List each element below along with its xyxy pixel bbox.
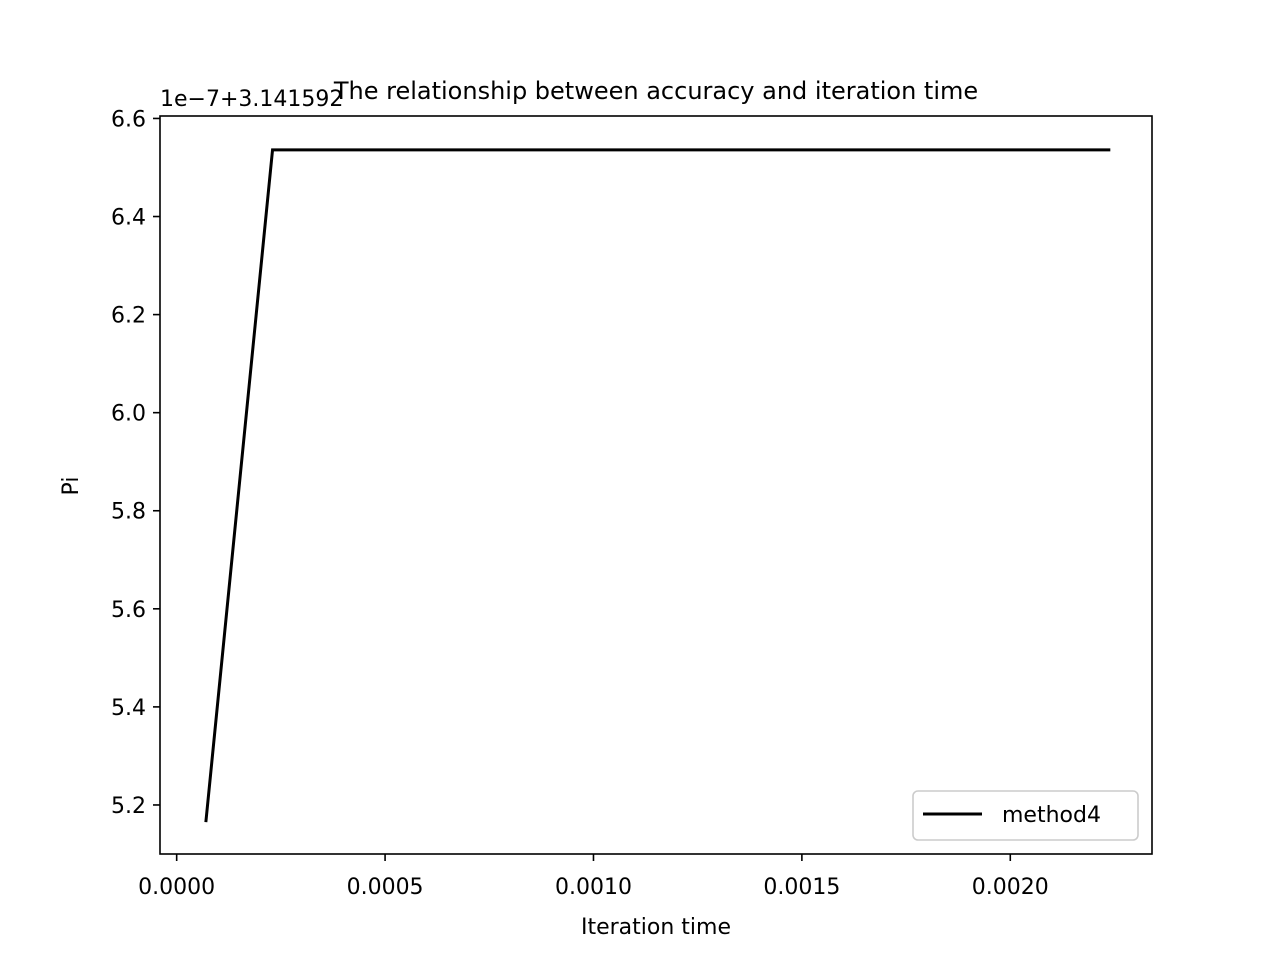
- legend-label-method4: method4: [1002, 803, 1101, 828]
- y-axis-ticks: 5.2 5.4 5.6 5.8 6.0 6.2 6.4 6.6: [111, 107, 160, 819]
- legend-box: [912, 790, 1139, 841]
- x-tick-label: 0.0015: [763, 875, 840, 900]
- y-axis-label: Pi: [59, 477, 84, 496]
- series-layer: [204, 148, 1111, 823]
- legend: method4: [912, 790, 1139, 841]
- x-tick-label: 0.0000: [138, 875, 215, 900]
- y-tick-label: 6.6: [111, 107, 146, 132]
- y-tick-label: 5.8: [111, 500, 146, 525]
- y-offset-label: 1e−7+3.141592: [160, 87, 343, 112]
- y-tick-label: 5.6: [111, 598, 146, 623]
- x-axis-label: Iteration time: [581, 915, 731, 940]
- x-axis-ticks: 0.0000 0.0005 0.0010 0.0015 0.0020: [138, 854, 1049, 900]
- series-line-method4: [204, 148, 1111, 823]
- x-tick-label: 0.0020: [972, 875, 1049, 900]
- y-tick-label: 6.4: [111, 206, 146, 231]
- x-tick-label: 0.0005: [347, 875, 424, 900]
- plot-area-frame: [159, 115, 1153, 855]
- y-tick-label: 5.4: [111, 696, 146, 721]
- y-tick-label: 6.0: [111, 402, 146, 427]
- x-tick-label: 0.0010: [555, 875, 632, 900]
- y-tick-label: 5.2: [111, 794, 146, 819]
- chart-title: The relationship between accuracy and it…: [333, 77, 978, 105]
- y-tick-label: 6.2: [111, 304, 146, 329]
